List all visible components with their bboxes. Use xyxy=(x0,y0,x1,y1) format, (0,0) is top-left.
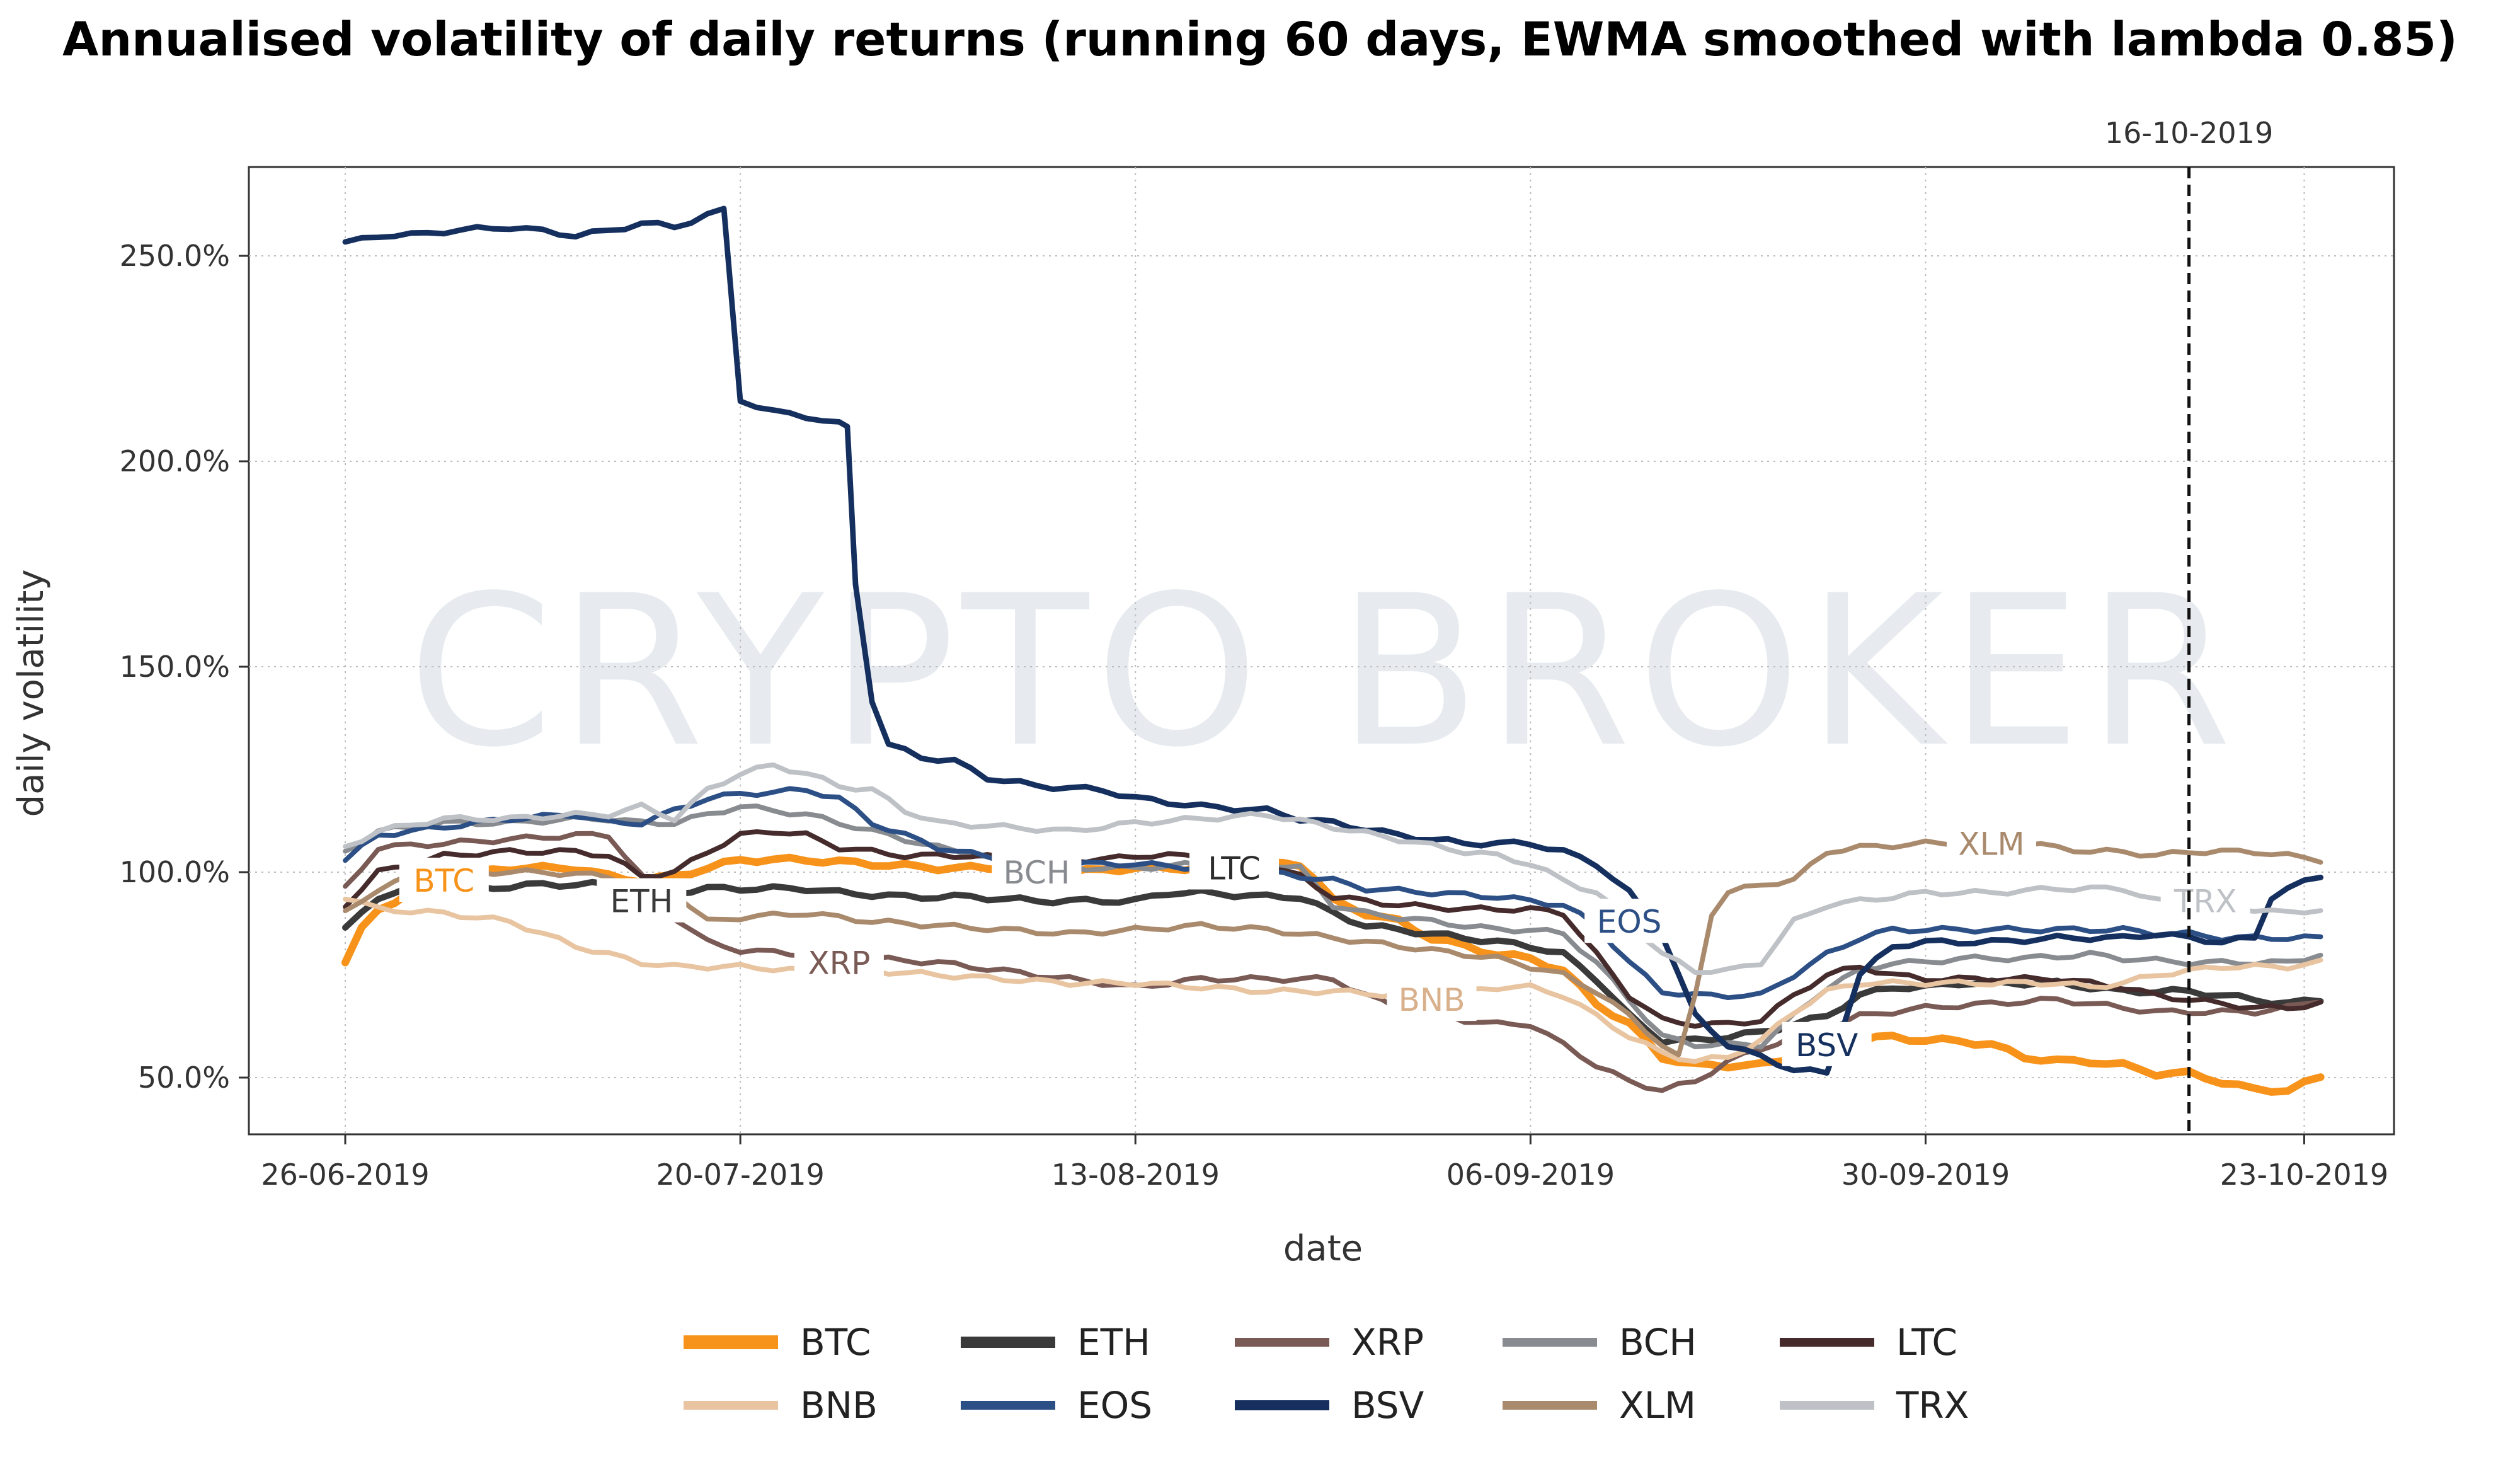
series-line-bsv xyxy=(342,205,2324,1076)
series-label-xlm: XLM xyxy=(1958,826,2024,862)
y-tick-label: 150.0% xyxy=(120,650,230,684)
legend-label-bch: BCH xyxy=(1619,1321,1697,1364)
legend: BTC ETH XRP BCH LTC BNB EOS BSV XLM TRX xyxy=(684,1321,1969,1427)
legend-label-btc: BTC xyxy=(800,1321,871,1364)
series-label-bg xyxy=(1189,845,1280,890)
x-tick-label: 06-09-2019 xyxy=(1446,1158,1615,1192)
x-tick-label: 30-09-2019 xyxy=(1841,1158,2010,1192)
x-tick-label: 23-10-2019 xyxy=(2220,1158,2388,1192)
series-label-bg xyxy=(992,849,1082,894)
series-line-trx xyxy=(343,762,2323,975)
legend-label-xrp: XRP xyxy=(1351,1321,1424,1364)
series-label-bsv: BSV xyxy=(1796,1027,1858,1064)
x-axis-label: date xyxy=(1283,1228,1363,1269)
series-label-bg xyxy=(1584,899,1675,943)
x-tick-label: 13-08-2019 xyxy=(1051,1158,1220,1192)
series-label-bnb: BNB xyxy=(1399,982,1465,1018)
series-label-bg xyxy=(1782,1022,1872,1066)
series-line-eos xyxy=(343,786,2323,1001)
legend-label-bnb: BNB xyxy=(800,1384,878,1427)
chart-title: Annualised volatility of daily returns (… xyxy=(62,13,2458,67)
series-label-trx: TRX xyxy=(2174,884,2237,920)
series-label-bg xyxy=(1947,820,2036,865)
series-label-ltc: LTC xyxy=(1208,850,1261,887)
series-label-bch: BCH xyxy=(1003,855,1070,891)
series-line-bnb xyxy=(343,897,2323,1064)
y-axis-label: daily volatility xyxy=(11,570,52,817)
legend-label-eos: EOS xyxy=(1077,1384,1152,1427)
y-tick-label: 200.0% xyxy=(120,444,230,478)
legend-label-trx: TRX xyxy=(1896,1384,1969,1427)
series-label-bg xyxy=(794,940,884,984)
x-tick-label: 26-06-2019 xyxy=(261,1158,429,1192)
series-label-eth: ETH xyxy=(610,884,673,920)
legend-label-bsv: BSV xyxy=(1351,1384,1424,1427)
series-labels: BTC ETH XRP BCH LTC BNB EOS BSV XLM TRX xyxy=(399,820,2250,1066)
series-label-bg xyxy=(1387,977,1477,1022)
y-tick-label: 100.0% xyxy=(120,855,230,889)
legend-label-xlm: XLM xyxy=(1619,1384,1696,1427)
date-marker-label: 16-10-2019 xyxy=(2105,116,2273,150)
series-label-eos: EOS xyxy=(1597,904,1662,940)
series-label-btc: BTC xyxy=(413,863,474,899)
series-label-bg xyxy=(597,878,687,923)
watermark-text: CRYPTO BROKER xyxy=(408,551,2238,793)
plot-frame xyxy=(248,166,2395,1136)
legend-label-ltc: LTC xyxy=(1896,1321,1957,1364)
x-tick-label: 20-07-2019 xyxy=(656,1158,824,1192)
legend-label-eth: ETH xyxy=(1077,1321,1150,1364)
y-tick-label: 250.0% xyxy=(120,239,230,273)
series-line-bch xyxy=(343,803,2323,1050)
series-label-bg xyxy=(2160,878,2250,923)
series-label-xrp: XRP xyxy=(808,945,870,981)
series-label-bg xyxy=(399,858,489,902)
y-tick-label: 50.0% xyxy=(138,1061,230,1095)
series-line-ltc xyxy=(343,829,2323,1029)
plot-area: CRYPTO BROKER 50.0% 100.0% 150.0% 200.0% 250.… xyxy=(120,116,2395,1192)
